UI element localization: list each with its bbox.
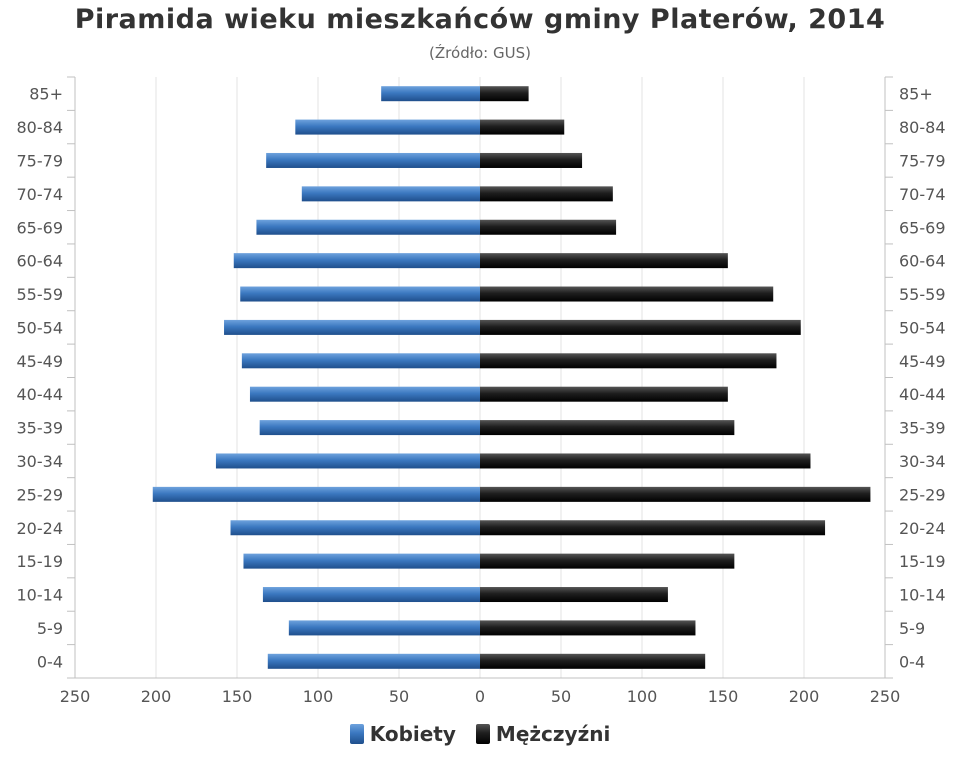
y-tick-label-right: 30-34 — [899, 452, 946, 471]
y-tick-label-right: 35-39 — [899, 419, 946, 438]
y-tick-label-left: 80-84 — [17, 118, 64, 137]
y-tick-label-right: 70-74 — [899, 185, 946, 204]
bar-kobiety[interactable] — [233, 253, 480, 269]
y-tick-label-left: 75-79 — [17, 151, 64, 170]
y-tick-label-left: 65-69 — [17, 218, 64, 237]
bar-kobiety[interactable] — [243, 553, 480, 569]
y-tick-label-left: 85+ — [29, 85, 63, 104]
y-tick-label-right: 0-4 — [899, 652, 925, 671]
y-tick-label-left: 40-44 — [17, 385, 64, 404]
y-tick-label-left: 10-14 — [17, 586, 64, 605]
legend-label-kobiety: Kobiety — [369, 722, 456, 746]
y-tick-label-right: 5-9 — [899, 619, 925, 638]
bar-kobiety[interactable] — [152, 486, 480, 502]
bar-kobiety[interactable] — [249, 386, 480, 402]
x-tick-label: 250 — [60, 687, 91, 706]
bar-mezczyzni[interactable] — [480, 486, 871, 502]
legend: Kobiety Mężczyźni — [0, 722, 960, 746]
y-tick-label-left: 30-34 — [17, 452, 64, 471]
y-tick-label-left: 0-4 — [37, 652, 63, 671]
bar-mezczyzni[interactable] — [480, 620, 696, 636]
legend-item-mezczyzni[interactable]: Mężczyźni — [475, 722, 611, 746]
bar-mezczyzni[interactable] — [480, 219, 617, 235]
bar-kobiety[interactable] — [241, 353, 480, 369]
bar-kobiety[interactable] — [381, 86, 480, 102]
x-tick-label: 250 — [870, 687, 901, 706]
y-tick-label-left: 60-64 — [17, 252, 64, 271]
bar-mezczyzni[interactable] — [480, 453, 811, 469]
legend-item-kobiety[interactable]: Kobiety — [349, 722, 456, 746]
bar-kobiety[interactable] — [301, 186, 480, 202]
x-tick-label: 200 — [789, 687, 820, 706]
legend-swatch-kobiety — [349, 724, 364, 744]
chart-subtitle: (Źródło: GUS) — [429, 44, 531, 62]
x-tick-label: 100 — [627, 687, 658, 706]
x-tick-label: 150 — [222, 687, 253, 706]
y-tick-label-right: 10-14 — [899, 586, 946, 605]
y-tick-label-right: 65-69 — [899, 218, 946, 237]
x-tick-label: 0 — [475, 687, 485, 706]
y-tick-label-left: 35-39 — [17, 419, 64, 438]
bar-kobiety[interactable] — [230, 520, 480, 536]
bar-mezczyzni[interactable] — [480, 286, 774, 302]
x-tick-label: 50 — [551, 687, 571, 706]
bar-mezczyzni[interactable] — [480, 553, 735, 569]
bar-mezczyzni[interactable] — [480, 420, 735, 436]
bar-kobiety[interactable] — [224, 319, 480, 335]
y-tick-label-right: 55-59 — [899, 285, 946, 304]
bar-kobiety[interactable] — [215, 453, 480, 469]
bar-kobiety[interactable] — [262, 587, 480, 603]
x-tick-label: 50 — [389, 687, 409, 706]
x-tick-label: 100 — [303, 687, 334, 706]
y-tick-label-left: 50-54 — [17, 318, 64, 337]
y-tick-label-right: 85+ — [899, 85, 933, 104]
y-tick-label-right: 80-84 — [899, 118, 946, 137]
y-tick-label-right: 75-79 — [899, 151, 946, 170]
y-tick-label-left: 5-9 — [37, 619, 63, 638]
bar-mezczyzni[interactable] — [480, 520, 826, 536]
y-tick-label-left: 45-49 — [17, 352, 64, 371]
y-tick-label-right: 15-19 — [899, 552, 946, 571]
y-tick-label-left: 20-24 — [17, 519, 64, 538]
bar-mezczyzni[interactable] — [480, 152, 583, 168]
chart-title: Piramida wieku mieszkańców gminy Plateró… — [74, 4, 886, 35]
bar-mezczyzni[interactable] — [480, 587, 668, 603]
y-tick-label-left: 70-74 — [17, 185, 64, 204]
y-tick-label-right: 40-44 — [899, 385, 946, 404]
bar-mezczyzni[interactable] — [480, 319, 801, 335]
bar-mezczyzni[interactable] — [480, 253, 728, 269]
y-tick-label-left: 25-29 — [17, 485, 64, 504]
y-tick-label-right: 60-64 — [899, 252, 946, 271]
y-tick-label-right: 20-24 — [899, 519, 946, 538]
bar-kobiety[interactable] — [259, 420, 480, 436]
bar-kobiety[interactable] — [256, 219, 480, 235]
bar-kobiety[interactable] — [266, 152, 480, 168]
y-tick-label-right: 50-54 — [899, 318, 946, 337]
bar-kobiety[interactable] — [295, 119, 480, 135]
x-tick-label: 150 — [708, 687, 739, 706]
bar-kobiety[interactable] — [288, 620, 480, 636]
x-tick-label: 200 — [141, 687, 172, 706]
y-tick-label-left: 15-19 — [17, 552, 64, 571]
bar-mezczyzni[interactable] — [480, 386, 728, 402]
bar-mezczyzni[interactable] — [480, 353, 777, 369]
bar-mezczyzni[interactable] — [480, 186, 613, 202]
y-tick-label-left: 55-59 — [17, 285, 64, 304]
y-tick-label-right: 25-29 — [899, 485, 946, 504]
bar-kobiety[interactable] — [240, 286, 480, 302]
bar-kobiety[interactable] — [267, 653, 480, 669]
bar-mezczyzni[interactable] — [480, 86, 529, 102]
y-tick-label-right: 45-49 — [899, 352, 946, 371]
bar-mezczyzni[interactable] — [480, 653, 706, 669]
legend-label-mezczyzni: Mężczyźni — [495, 722, 611, 746]
bar-mezczyzni[interactable] — [480, 119, 565, 135]
legend-swatch-mezczyzni — [475, 724, 490, 744]
